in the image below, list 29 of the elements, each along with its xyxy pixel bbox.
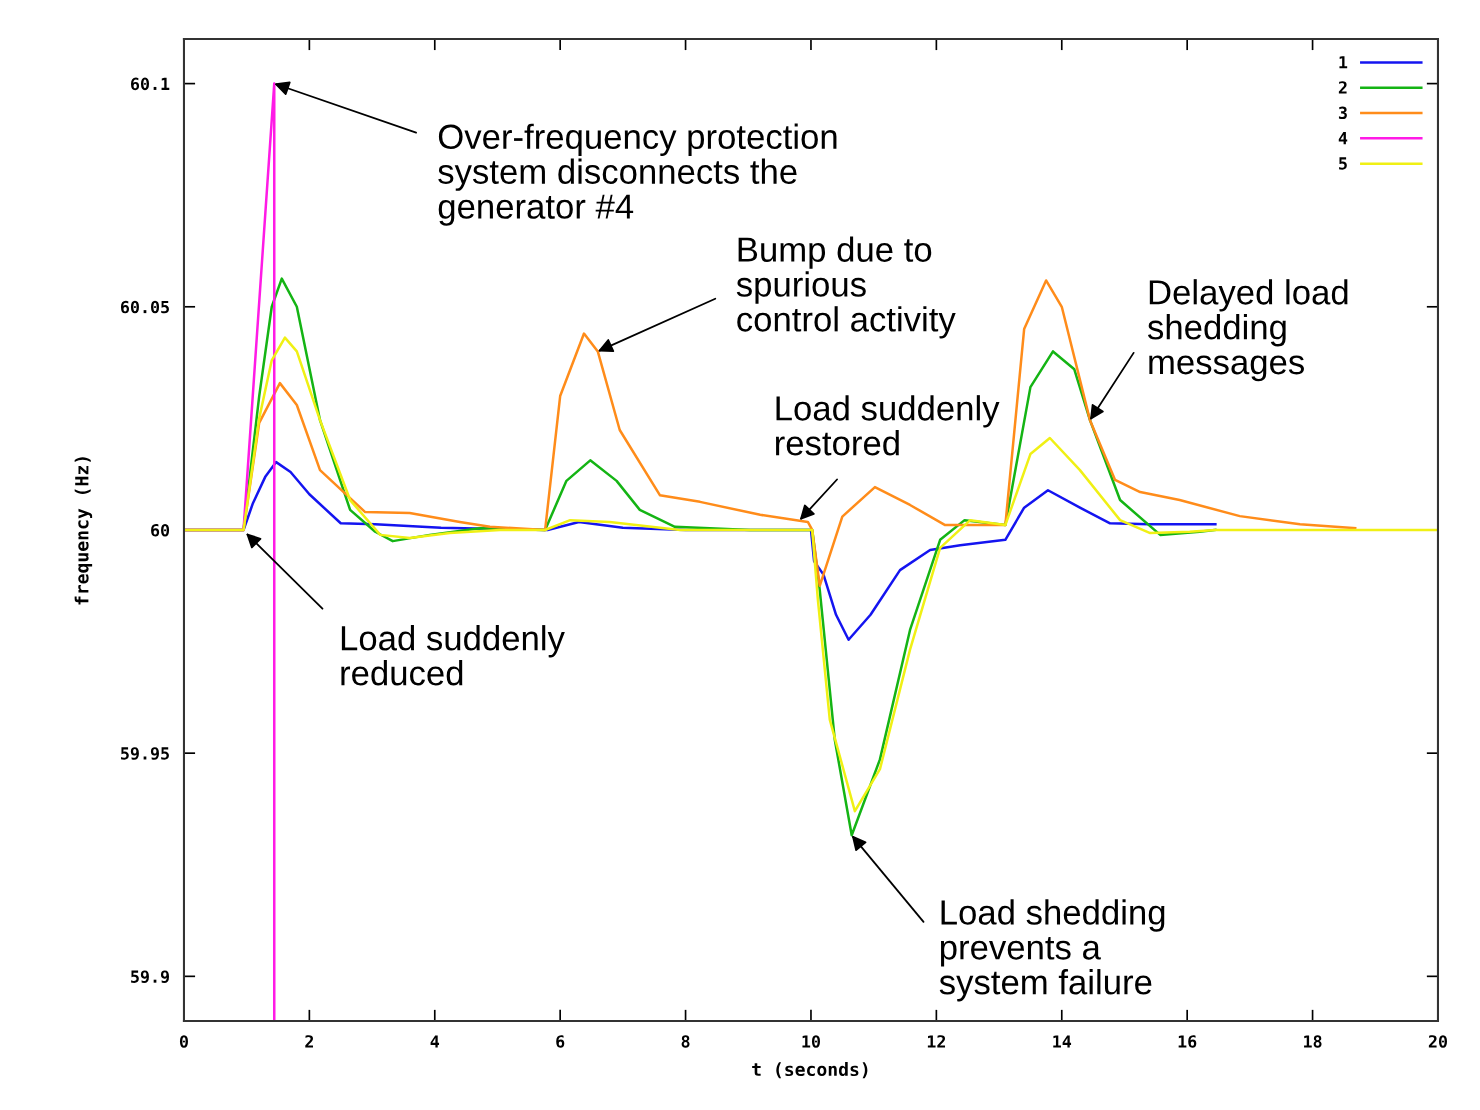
annotation: Load shedding prevents a system failure <box>939 899 1165 1002</box>
y-axis-title: frequency (Hz) <box>74 457 93 605</box>
annotation: Load suddenly restored <box>775 395 1000 456</box>
x-tick-label: 20 <box>1428 1035 1447 1048</box>
annotation: Bump due to spurious control activity <box>736 236 956 339</box>
legend-label: 1 <box>1339 56 1348 69</box>
x-tick-label: 4 <box>430 1035 440 1048</box>
x-tick-label: 18 <box>1304 1035 1322 1048</box>
x-tick-label: 2 <box>305 1035 313 1048</box>
legend-label: 4 <box>1338 132 1348 145</box>
annotation: Delayed load shedding messages <box>1147 279 1348 382</box>
x-axis-title: t (seconds) <box>752 1062 868 1079</box>
x-tick-label: 14 <box>1053 1035 1072 1048</box>
x-tick-label: 6 <box>556 1035 565 1048</box>
legend-label: 2 <box>1338 81 1347 94</box>
annotation: Over-frequency protection system disconnects the generator #4 <box>438 123 837 226</box>
legend-label: 3 <box>1338 106 1347 120</box>
annotation: Load suddenly reduced <box>341 625 565 686</box>
x-tick-label: 10 <box>802 1035 820 1048</box>
legend-label: 5 <box>1339 157 1347 170</box>
x-tick-label: 16 <box>1178 1035 1197 1048</box>
x-tick-label: 8 <box>681 1035 690 1048</box>
x-tick-label: 12 <box>927 1035 946 1048</box>
y-tick-label: 59.9 <box>131 970 170 983</box>
x-tick-label: 0 <box>179 1035 188 1048</box>
y-tick-label: 60.1 <box>131 77 170 91</box>
y-tick-label: 60 <box>151 523 170 537</box>
y-tick-label: 60.05 <box>120 300 169 314</box>
y-tick-label: 59.95 <box>121 747 169 760</box>
